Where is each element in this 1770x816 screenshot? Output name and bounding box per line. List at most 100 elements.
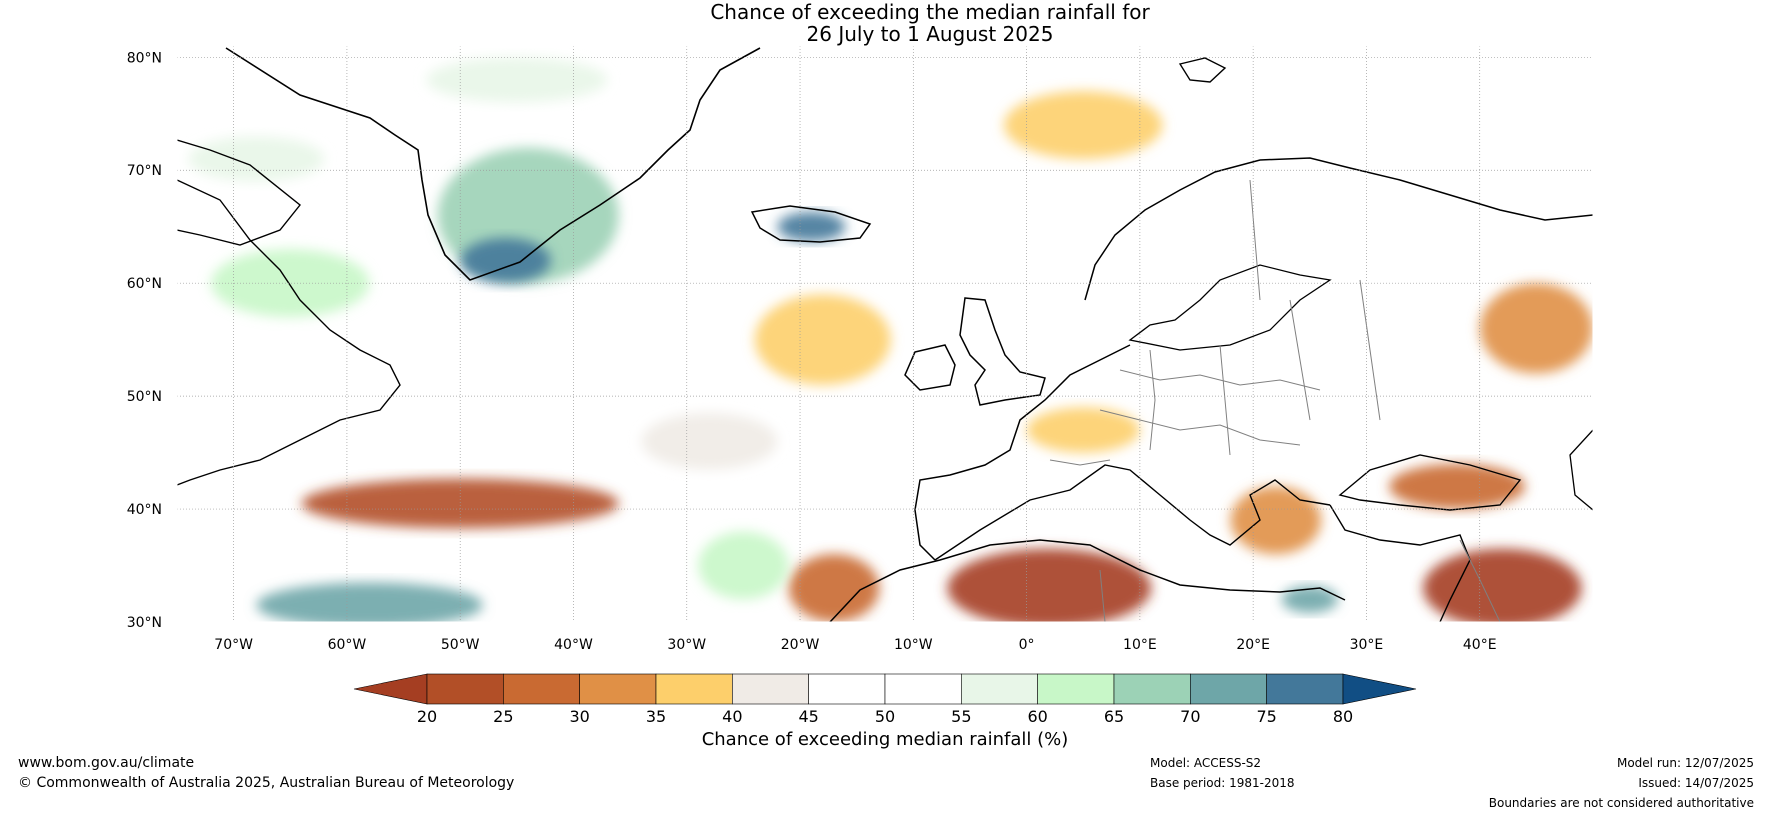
region-wet-atlantic-south [256, 582, 483, 622]
region-dry-norwegian-sea [1003, 91, 1163, 159]
longitude-labels: 70°W 60°W 50°W 40°W 30°W 20°W 10°W 0° 10°E 20°E 30… [214, 637, 1496, 653]
region-dry-russia [1479, 283, 1593, 374]
colorbar-segment [961, 673, 1038, 705]
europe-atlantic-coastline [914, 344, 1131, 561]
map-frame [176, 45, 1594, 623]
colorbar-segment [426, 673, 504, 705]
baltic-coastline [1128, 264, 1332, 351]
lon-tick-label: 10°E [1123, 637, 1157, 653]
colorbar-segment [579, 673, 657, 705]
colorbar-tick-label: 20 [417, 707, 437, 726]
colorbar-tick-label: 60 [1027, 707, 1047, 726]
svalbard-coastline [1178, 57, 1227, 83]
lon-tick-label: 30°E [1350, 637, 1384, 653]
region-dry-sahara [947, 548, 1152, 622]
baffin-island-coastline [177, 139, 301, 246]
colorbar-tick-label: 35 [646, 707, 666, 726]
labrador-coastline [177, 179, 401, 486]
lat-tick-label: 60°N [127, 276, 162, 292]
base-period-text: Base period: 1981-2018 [1150, 776, 1295, 790]
scandinavia-coastline [1084, 157, 1593, 301]
coastlines [177, 47, 1593, 622]
great-britain-coastline [959, 297, 1046, 406]
lon-tick-label: 20°W [781, 637, 820, 653]
lat-tick-label: 30°N [127, 615, 162, 631]
lat-tick-label: 70°N [127, 163, 162, 179]
lon-tick-label: 70°W [214, 637, 253, 653]
colorbar-tick-label: 75 [1256, 707, 1276, 726]
border-line [1149, 349, 1156, 451]
black-sea-coastline [1338, 454, 1522, 511]
region-dry-iceland-south [754, 294, 891, 385]
border-line [1049, 459, 1111, 466]
colorbar-segment [655, 673, 733, 705]
issued-text: Issued: 14/07/2025 [1638, 776, 1754, 790]
colorbar-tick-label: 50 [875, 707, 895, 726]
region-dry-atlantic-band [301, 478, 619, 529]
lon-tick-label: 40°E [1463, 637, 1497, 653]
map-title-line-2: 26 July to 1 August 2025 [806, 22, 1054, 46]
greenland-coastline [225, 47, 761, 281]
colorbar-segment [732, 673, 809, 705]
lat-tick-label: 40°N [127, 502, 162, 518]
model-text: Model: ACCESS-S2 [1150, 756, 1262, 770]
region-neutral-arctic [426, 57, 608, 103]
colorbar-segment [503, 673, 580, 705]
colorbar: 20 25 30 35 40 45 50 55 60 65 70 75 80 [353, 673, 1417, 726]
iceland-coastline [750, 205, 872, 243]
probability-regions [188, 57, 1593, 622]
region-wet-azores [698, 531, 789, 600]
lon-tick-label: 60°W [328, 637, 367, 653]
colorbar-tick-label: 55 [951, 707, 971, 726]
colorbar-segment [808, 673, 886, 705]
border-line [1249, 179, 1261, 301]
colorbar-segment [1113, 673, 1191, 705]
colorbar-high-extension [1342, 673, 1417, 705]
lon-tick-label: 20°E [1236, 637, 1270, 653]
lon-tick-label: 40°W [554, 637, 593, 653]
lon-tick-label: 10°W [894, 637, 933, 653]
region-dry-black-sea [1389, 463, 1526, 510]
colorbar-segment [1037, 673, 1115, 705]
lon-tick-label: 30°W [667, 637, 706, 653]
border-line [1359, 279, 1381, 421]
border-line [1099, 409, 1301, 446]
lon-tick-label: 0° [1019, 637, 1035, 653]
region-dry-iberia-west [788, 554, 880, 622]
region-dry-atlantic-mid [641, 413, 778, 470]
colorbar-tick-label: 25 [493, 707, 513, 726]
region-wet-med-east [1281, 585, 1339, 613]
colorbar-label: Chance of exceeding median rainfall (%) [702, 729, 1069, 750]
colorbar-segment [1190, 673, 1267, 705]
region-wet-labrador [210, 249, 370, 318]
region-dry-arabia [1423, 548, 1582, 622]
mediterranean-coastline [934, 464, 1331, 561]
colorbar-tick-label: 45 [798, 707, 818, 726]
anatolia-coastline [1329, 504, 1471, 622]
colorbar-low-extension [353, 673, 428, 705]
colorbar-segment [884, 673, 962, 705]
region-dry-france [1026, 407, 1140, 453]
copyright-text: © Commonwealth of Australia 2025, Austra… [18, 775, 515, 791]
caspian-coastline [1569, 429, 1593, 511]
colorbar-tick-label: 40 [722, 707, 742, 726]
border-line [1099, 569, 1106, 622]
model-run-text: Model run: 12/07/2025 [1616, 756, 1754, 770]
lat-tick-label: 50°N [127, 389, 162, 405]
colorbar-tick-label: 70 [1180, 707, 1200, 726]
region-wet-iceland [777, 212, 846, 242]
region-wet-greenland-core [460, 237, 551, 284]
north-africa-coastline [829, 539, 1346, 622]
country-borders [1049, 179, 1501, 622]
ireland-coastline [904, 344, 956, 391]
lat-tick-label: 80°N [127, 50, 162, 66]
border-line [1219, 344, 1231, 456]
region-wet-baffin [188, 136, 325, 182]
colorbar-tick-label: 80 [1333, 707, 1353, 726]
border-line [1289, 299, 1311, 421]
disclaimer-text: Boundaries are not considered authoritat… [1488, 796, 1754, 810]
latitude-labels: 80°N 70°N 60°N 50°N 40°N 30°N [127, 50, 162, 631]
colorbar-segment [1266, 673, 1344, 705]
lon-tick-label: 50°W [441, 637, 480, 653]
